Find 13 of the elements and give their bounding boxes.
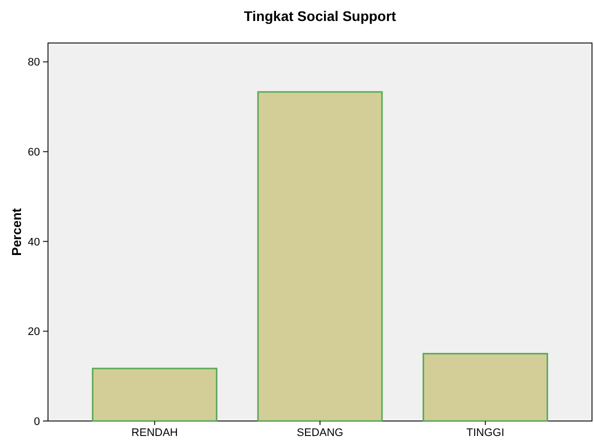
- y-tick-label: 80: [28, 56, 40, 69]
- bar: [422, 352, 548, 422]
- y-axis-title: Percent: [9, 207, 24, 256]
- x-tick-label: RENDAH: [131, 427, 178, 439]
- bar: [257, 91, 383, 422]
- y-tick-label: 0: [34, 416, 40, 428]
- x-tick-label: SEDANG: [296, 427, 344, 439]
- y-tick-label: 20: [28, 326, 40, 338]
- y-tick-label: 60: [28, 146, 40, 158]
- y-tick-label: 40: [28, 236, 40, 248]
- chart-title: Tingkat Social Support: [244, 8, 396, 24]
- bar: [92, 368, 218, 422]
- x-tick-label: TINGGI: [466, 427, 504, 439]
